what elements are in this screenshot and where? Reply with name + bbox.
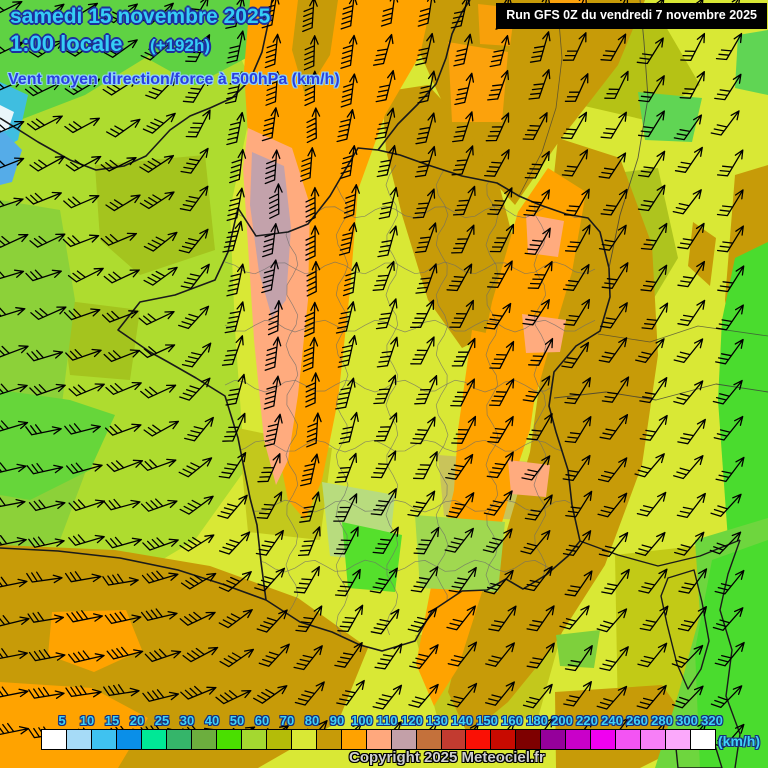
legend-tick-label: 5 (58, 713, 66, 728)
coast-benelux-coast (377, 0, 471, 151)
coast-germany-border (518, 9, 563, 197)
coast-corsica (660, 569, 710, 690)
legend-tick-label: 220 (576, 713, 598, 728)
legend-swatch (116, 730, 142, 749)
legend-unit-label: (km/h) (718, 733, 760, 749)
legend-tick-label: 30 (179, 713, 195, 728)
coast-france (117, 147, 611, 652)
legend-tick-label: 50 (229, 713, 245, 728)
legend-tick-label: 20 (129, 713, 145, 728)
region-orange-bottom-left-1 (48, 610, 142, 672)
coast-italy-coast (719, 539, 741, 768)
coast-england (0, 0, 273, 171)
legend-swatch (316, 730, 342, 749)
coast-rhine-border (608, 0, 649, 269)
legend-tick-label: 130 (426, 713, 448, 728)
legend-swatch (166, 730, 192, 749)
legend-swatch (91, 730, 117, 749)
legend-color-scale (41, 729, 716, 750)
forecast-offset-label: (+192h) (150, 36, 210, 55)
page-title-time: 1:00 locale (10, 31, 123, 56)
legend-tick-label: 200 (551, 713, 573, 728)
legend-tick-label: 80 (304, 713, 320, 728)
legend-swatch (691, 730, 716, 749)
legend-tick-label: 25 (154, 713, 170, 728)
legend-swatch (491, 730, 517, 749)
map-subtitle: Vent moyen direction/force à 500hPa (km/… (8, 71, 340, 88)
region-orange-netherlands (448, 42, 508, 122)
coast-swiss-border-1 (553, 383, 768, 401)
page-title-date: samedi 15 novembre 2025 (10, 5, 271, 28)
region-olive-left-2 (60, 300, 140, 380)
region-cyan-patch (0, 82, 28, 150)
legend-tick-label: 140 (451, 713, 473, 728)
region-green-small-south (556, 630, 600, 668)
region-green-ne-2 (735, 30, 768, 95)
legend-tick-label: 160 (501, 713, 523, 728)
legend-swatch (416, 730, 442, 749)
legend-swatch (366, 730, 392, 749)
legend-swatch (141, 730, 167, 749)
legend-swatch (466, 730, 492, 749)
legend-tick-label: 260 (626, 713, 648, 728)
legend-tick-label: 40 (204, 713, 220, 728)
legend-tick-label: 240 (601, 713, 623, 728)
legend-tick-label: 15 (104, 713, 120, 728)
coast-swiss-border-2 (597, 325, 768, 343)
legend-tick-label: 320 (701, 713, 723, 728)
legend-swatch (666, 730, 692, 749)
region-salmon-east-3 (508, 460, 550, 497)
legend-swatch (441, 730, 467, 749)
legend-swatch (266, 730, 292, 749)
region-salmon-east-1 (526, 214, 564, 257)
model-run-badge: Run GFS 0Z du vendredi 7 novembre 2025 (496, 3, 767, 29)
legend-swatch (566, 730, 592, 749)
legend-swatch (191, 730, 217, 749)
region-olive-left-1 (95, 155, 215, 275)
region-dgold-northeast (382, 85, 518, 348)
legend-tick-label: 280 (651, 713, 673, 728)
legend-swatch (516, 730, 542, 749)
legend-tick-label: 120 (401, 713, 423, 728)
region-green-ne-1 (638, 92, 702, 142)
legend-swatch (291, 730, 317, 749)
legend-swatch (42, 730, 67, 749)
legend-swatch (541, 730, 567, 749)
legend-swatch (341, 730, 367, 749)
region-green-left-low (0, 390, 115, 500)
legend-swatch (591, 730, 617, 749)
legend-swatch (66, 730, 92, 749)
legend-tick-label: 110 (376, 713, 398, 728)
legend-swatch (616, 730, 642, 749)
legend-swatch (241, 730, 267, 749)
region-white-patch (0, 105, 14, 132)
legend-tick-label: 100 (351, 713, 373, 728)
region-blue-patch (0, 128, 22, 185)
legend-tick-label: 150 (476, 713, 498, 728)
copyright-text: Copyright 2025 Meteociel.fr (349, 749, 545, 766)
legend-tick-label: 180 (526, 713, 548, 728)
legend-tick-label: 90 (329, 713, 345, 728)
legend-swatch (641, 730, 667, 749)
legend-tick-label: 70 (279, 713, 295, 728)
legend-swatch (391, 730, 417, 749)
legend-tick-label: 60 (254, 713, 270, 728)
legend-tick-label: 10 (79, 713, 95, 728)
region-dgold-top-streak (292, 0, 338, 95)
legend-swatch (216, 730, 242, 749)
legend-tick-label: 300 (676, 713, 698, 728)
